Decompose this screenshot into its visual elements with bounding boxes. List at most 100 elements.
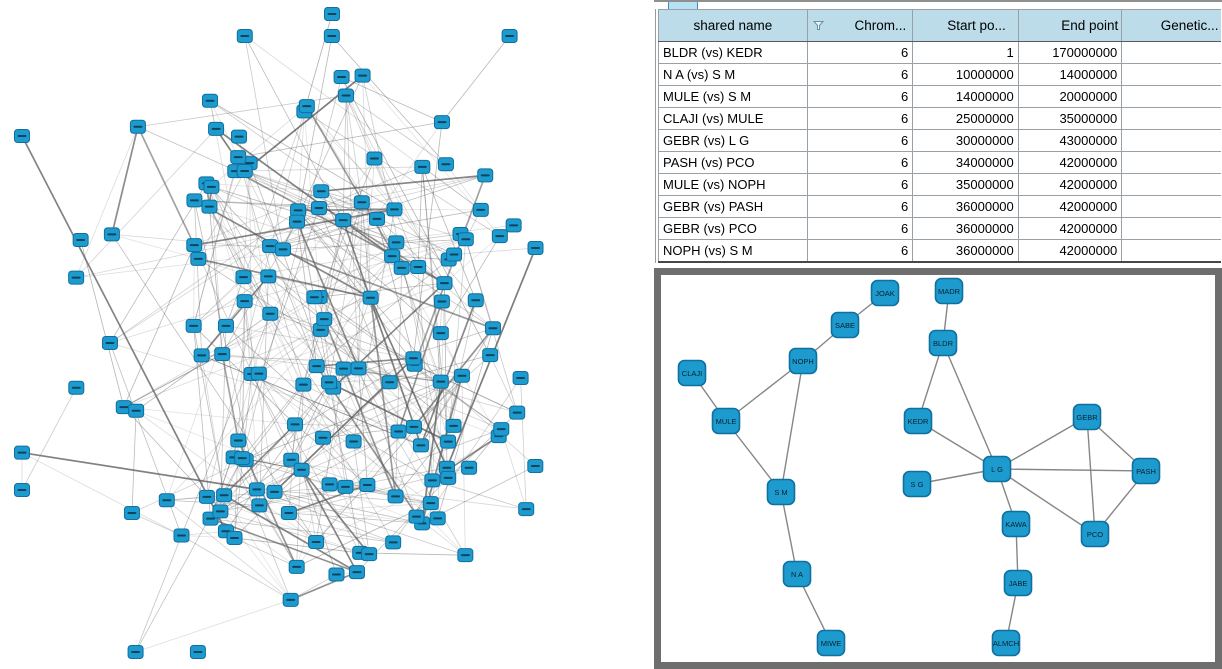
table-row[interactable]: GEBR (vs) L G6300000004300000016.9: [658, 129, 1221, 152]
detail-node-N A[interactable]: N A: [782, 560, 812, 588]
overview-node[interactable]: [186, 238, 203, 253]
cell-end_point[interactable]: 35000000: [1017, 107, 1123, 130]
overview-node[interactable]: [14, 128, 30, 143]
overview-node[interactable]: [393, 260, 410, 275]
cell-shared_name[interactable]: PASH (vs) PCO: [658, 151, 808, 174]
overview-node[interactable]: [453, 368, 470, 383]
overview-node[interactable]: [14, 482, 30, 497]
overview-node[interactable]: [323, 29, 340, 43]
column-header-shared-name[interactable]: shared name: [658, 9, 808, 42]
overview-node[interactable]: [368, 211, 385, 226]
overview-node[interactable]: [424, 473, 441, 488]
column-header-start-position[interactable]: Start po...: [912, 9, 1019, 42]
cell-chromosome[interactable]: 6: [806, 129, 914, 152]
overview-node[interactable]: [385, 535, 402, 550]
overview-node[interactable]: [353, 195, 370, 210]
overview-node[interactable]: [328, 567, 345, 582]
overview-node[interactable]: [289, 214, 306, 229]
overview-node[interactable]: [212, 504, 229, 519]
cell-start_position[interactable]: 30000000: [912, 129, 1019, 152]
overview-node[interactable]: [412, 438, 429, 453]
cell-start_position[interactable]: 36000000: [912, 217, 1019, 240]
overview-node[interactable]: [518, 502, 535, 517]
overview-node[interactable]: [262, 306, 279, 321]
cell-chromosome[interactable]: 6: [806, 41, 914, 64]
overview-node[interactable]: [266, 484, 283, 499]
detail-node-BLDR[interactable]: BLDR: [928, 329, 958, 357]
detail-node-MIWE[interactable]: MIWE: [816, 629, 846, 657]
overview-node[interactable]: [68, 380, 85, 395]
table-row[interactable]: PASH (vs) PCO6340000004200000011.4: [658, 151, 1221, 174]
overview-node[interactable]: [414, 159, 431, 174]
cell-start_position[interactable]: 35000000: [912, 173, 1019, 196]
cell-genetic[interactable]: 8.4: [1121, 217, 1221, 240]
overview-node[interactable]: [103, 227, 120, 242]
cell-end_point[interactable]: 43000000: [1017, 129, 1123, 152]
overview-node[interactable]: [68, 270, 85, 285]
overview-node[interactable]: [386, 202, 403, 217]
overview-node[interactable]: [190, 251, 207, 266]
detail-node-S G[interactable]: S G: [902, 470, 932, 498]
overview-node[interactable]: [324, 7, 340, 21]
overview-node[interactable]: [72, 232, 89, 247]
overview-node[interactable]: [230, 150, 247, 165]
cell-shared_name[interactable]: MULE (vs) NOPH: [658, 173, 808, 196]
overview-network-canvas[interactable]: [0, 0, 654, 669]
detail-node-SABE[interactable]: SABE: [830, 311, 860, 339]
overview-node[interactable]: [432, 326, 449, 341]
table-row[interactable]: CLAJI (vs) MULE625000000350000005.9: [658, 107, 1221, 130]
overview-node[interactable]: [405, 351, 422, 366]
overview-node[interactable]: [298, 99, 315, 114]
overview-node[interactable]: [14, 445, 30, 460]
cell-start_position[interactable]: 36000000: [912, 239, 1019, 263]
overview-node[interactable]: [185, 318, 202, 333]
overview-node[interactable]: [202, 93, 219, 108]
cell-chromosome[interactable]: 6: [806, 195, 914, 218]
table-row[interactable]: BLDR (vs) KEDR61170000000192.0: [658, 41, 1221, 64]
overview-node[interactable]: [216, 488, 233, 503]
overview-node[interactable]: [306, 290, 323, 305]
overview-node[interactable]: [295, 377, 312, 392]
cell-start_position[interactable]: 10000000: [912, 63, 1019, 86]
overview-node[interactable]: [115, 400, 132, 415]
column-header-genetic[interactable]: Genetic...: [1121, 9, 1221, 42]
cell-chromosome[interactable]: 6: [806, 173, 914, 196]
overview-node[interactable]: [333, 70, 350, 85]
overview-node[interactable]: [203, 179, 220, 194]
cell-genetic[interactable]: 192.0: [1121, 41, 1221, 64]
overview-node[interactable]: [484, 321, 501, 336]
overview-node[interactable]: [436, 276, 453, 291]
overview-node[interactable]: [527, 241, 544, 256]
cell-shared_name[interactable]: MULE (vs) S M: [658, 85, 808, 108]
overview-node[interactable]: [359, 477, 376, 492]
overview-node[interactable]: [230, 433, 247, 448]
cell-chromosome[interactable]: 6: [806, 239, 914, 263]
overview-node[interactable]: [381, 375, 398, 390]
overview-node[interactable]: [234, 451, 251, 466]
cell-chromosome[interactable]: 6: [806, 151, 914, 174]
column-header-chromosome[interactable]: Chrom...: [806, 9, 914, 42]
overview-node[interactable]: [250, 366, 267, 381]
overview-node[interactable]: [338, 88, 355, 103]
cell-shared_name[interactable]: BLDR (vs) KEDR: [658, 41, 808, 64]
overview-node[interactable]: [313, 184, 330, 199]
cell-end_point[interactable]: 42000000: [1017, 239, 1123, 263]
overview-node[interactable]: [280, 505, 297, 520]
overview-node[interactable]: [208, 121, 225, 136]
cell-genetic[interactable]: 11.4: [1121, 151, 1221, 174]
overview-node[interactable]: [231, 129, 248, 144]
overview-node[interactable]: [410, 260, 427, 275]
cell-genetic[interactable]: 10.5: [1121, 173, 1221, 196]
cell-shared_name[interactable]: CLAJI (vs) MULE: [658, 107, 808, 130]
overview-node[interactable]: [384, 249, 401, 264]
overview-node[interactable]: [350, 361, 367, 376]
column-header-end-point[interactable]: End point: [1017, 9, 1123, 42]
overview-node[interactable]: [236, 294, 253, 309]
overview-node[interactable]: [477, 168, 494, 183]
overview-node[interactable]: [198, 489, 215, 504]
overview-node[interactable]: [387, 489, 404, 504]
overview-node[interactable]: [193, 348, 210, 363]
overview-network-panel[interactable]: [0, 0, 654, 669]
table-row[interactable]: N A (vs) S M610000000140000006.6: [658, 63, 1221, 86]
overview-node[interactable]: [509, 405, 526, 420]
